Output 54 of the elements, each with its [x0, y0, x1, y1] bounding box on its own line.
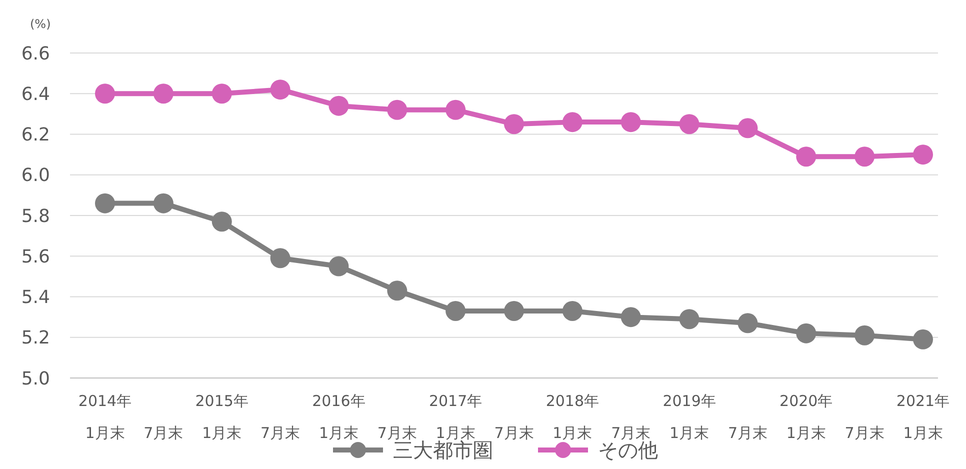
- point: [270, 80, 290, 100]
- point: [504, 114, 524, 134]
- y-tick-label: 5.4: [21, 287, 50, 308]
- point: [446, 100, 466, 120]
- x-tick-label: 2018年 1月末: [546, 392, 600, 442]
- x-tick-label: 2015年 1月末: [195, 392, 248, 442]
- y-tick-label: 6.2: [21, 124, 50, 146]
- x-tick-label: 7月末: [494, 424, 534, 442]
- point: [796, 323, 816, 344]
- x-tick-label: 2021年 1月末: [896, 392, 950, 442]
- x-tick-label: 7月末: [844, 424, 884, 442]
- point: [95, 84, 115, 104]
- point: [738, 313, 758, 334]
- point: [854, 146, 875, 167]
- y-tick-label: 5.0: [21, 368, 50, 390]
- x-tick-label: 7月末: [377, 424, 417, 442]
- y-tick-label: 6.6: [21, 43, 50, 64]
- point: [562, 112, 582, 132]
- point: [212, 212, 232, 232]
- y-tick-label: 6.0: [21, 165, 50, 186]
- x-tick-label: 2020年 1月末: [780, 392, 833, 442]
- point: [738, 118, 758, 138]
- x-tick-label: 7月末: [260, 424, 300, 442]
- point: [387, 100, 408, 120]
- point: [679, 114, 700, 134]
- x-tick-label: 7月末: [144, 424, 184, 442]
- point: [620, 307, 641, 328]
- y-tick-label: 6.4: [21, 84, 50, 105]
- point: [620, 112, 641, 132]
- point: [153, 84, 174, 104]
- point: [504, 300, 524, 321]
- point: [95, 193, 115, 214]
- point: [153, 193, 174, 214]
- point: [446, 300, 466, 321]
- point: [387, 280, 408, 301]
- point: [913, 329, 933, 350]
- point: [679, 309, 700, 330]
- y-tick-label: 5.8: [21, 206, 50, 227]
- y-tick-label: 5.2: [21, 328, 50, 349]
- y-tick-label: 5.6: [21, 246, 50, 268]
- point: [270, 248, 290, 268]
- point: [212, 84, 232, 104]
- x-tick-label: 7月末: [611, 424, 651, 442]
- x-tick-label: 2019年 1月末: [662, 392, 716, 442]
- point: [913, 144, 933, 165]
- point: [328, 96, 349, 116]
- point: [796, 146, 816, 167]
- point: [328, 256, 349, 276]
- x-tick-label: 2016年 1月末: [312, 392, 366, 442]
- x-tick-label: 7月末: [728, 424, 768, 442]
- point: [854, 325, 875, 346]
- x-tick-label: 2014年 1月末: [78, 392, 132, 442]
- point: [562, 300, 582, 321]
- y-axis-title: (%): [30, 17, 51, 31]
